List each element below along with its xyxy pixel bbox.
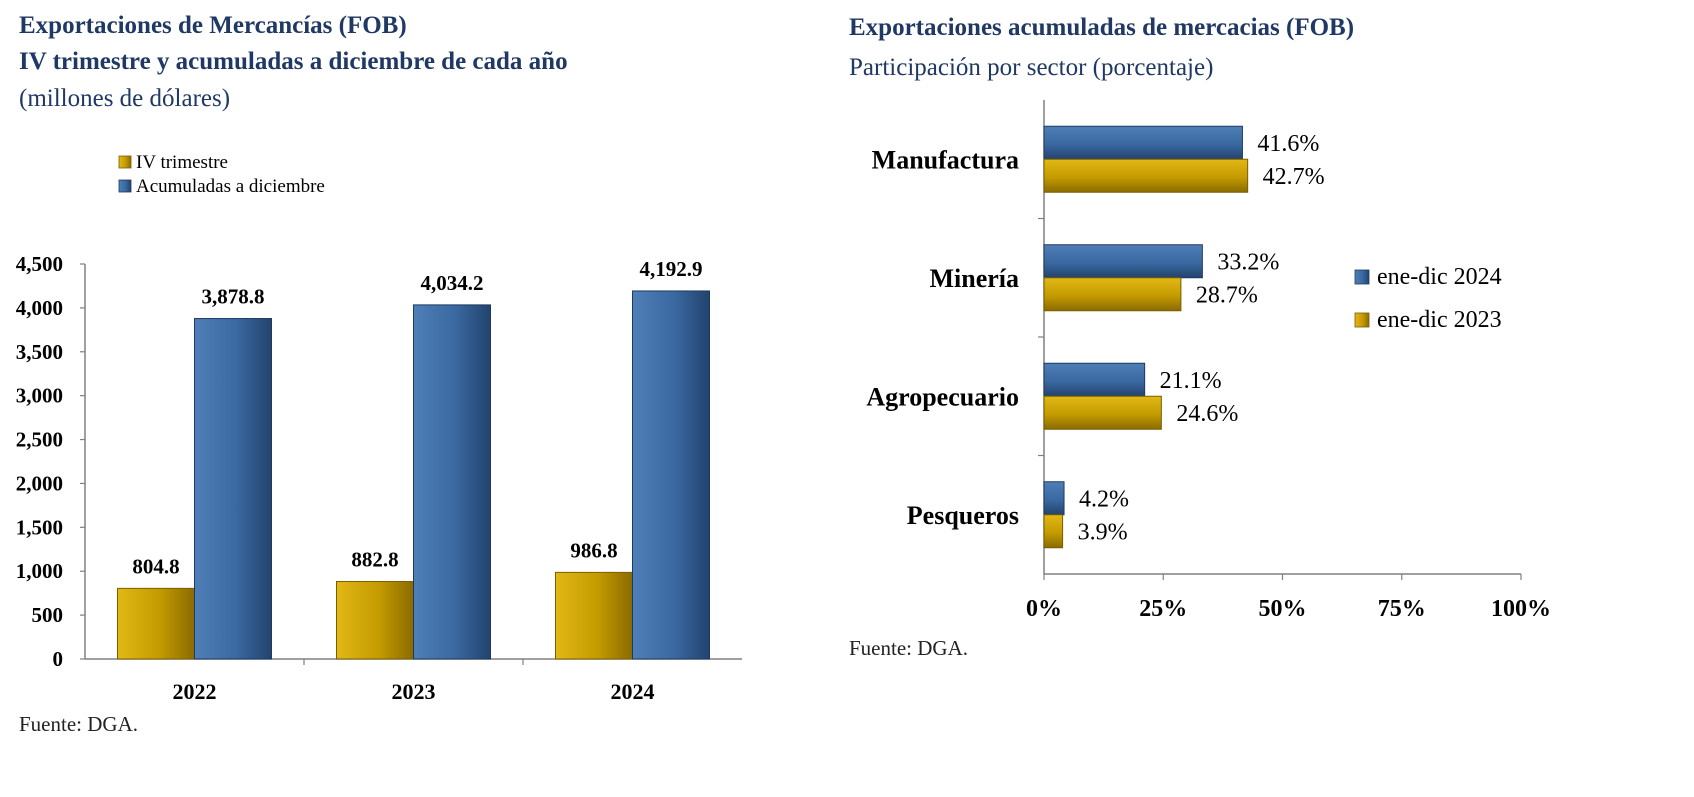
y-category-label: Manufactura xyxy=(872,145,1019,174)
bar-acumuladas xyxy=(413,304,491,660)
bar-data-label: 28.7% xyxy=(1196,282,1258,308)
y-tick-label: 3,500 xyxy=(16,340,63,364)
bar-data-label: 42.7% xyxy=(1263,164,1325,190)
left-chart-source: Fuente: DGA. xyxy=(19,712,138,736)
bar-ene-dic-2023 xyxy=(1043,395,1162,430)
legend-swatch xyxy=(1354,269,1370,285)
legend-swatch xyxy=(1354,312,1370,328)
left-chart-units: (millones de dólares) xyxy=(19,85,231,112)
y-tick-label: 1,500 xyxy=(16,515,63,539)
y-tick-label: 4,000 xyxy=(16,296,63,320)
bar-acumuladas xyxy=(194,318,272,660)
y-tick-label: 4,500 xyxy=(16,252,63,276)
x-category-label: 2023 xyxy=(392,679,436,704)
left-chart-title: Exportaciones de Mercancías (FOB) xyxy=(19,12,407,39)
legend-label: ene-dic 2023 xyxy=(1377,307,1502,333)
bar-data-label: 986.8 xyxy=(570,538,617,562)
bar-data-label: 24.6% xyxy=(1176,401,1238,427)
bar-data-label: 33.2% xyxy=(1217,249,1279,275)
bar-data-label: 21.1% xyxy=(1160,368,1222,394)
bar-data-label: 882.8 xyxy=(351,548,398,572)
left-chart-subtitle: IV trimestre y acumuladas a diciembre de… xyxy=(19,48,568,75)
bar-data-label: 4,192.9 xyxy=(640,257,703,281)
x-tick-label: 100% xyxy=(1491,596,1551,622)
y-category-label: Agropecuario xyxy=(866,382,1019,411)
x-category-label: 2024 xyxy=(611,679,655,704)
legend-swatch xyxy=(118,155,132,169)
bar-ene-dic-2024 xyxy=(1043,481,1065,516)
bar-iv-trimestre xyxy=(555,571,633,660)
bar-ene-dic-2024 xyxy=(1043,244,1203,279)
x-category-label: 2022 xyxy=(173,679,217,704)
bar-ene-dic-2024 xyxy=(1043,125,1243,160)
right-chart-subtitle: Participación por sector (porcentaje) xyxy=(849,54,1214,81)
bar-acumuladas xyxy=(632,290,710,660)
y-tick-label: 2,500 xyxy=(16,428,63,452)
x-tick-label: 25% xyxy=(1139,596,1187,622)
right-chart-title: Exportaciones acumuladas de mercacias (F… xyxy=(849,14,1355,41)
bar-data-label: 4,034.2 xyxy=(421,271,484,295)
x-tick-label: 75% xyxy=(1378,596,1426,622)
legend-label: Acumuladas a diciembre xyxy=(136,176,325,197)
bar-iv-trimestre xyxy=(117,587,195,660)
legend-label: IV trimestre xyxy=(136,152,228,173)
y-tick-label: 3,000 xyxy=(16,384,63,408)
legend-swatch xyxy=(118,179,132,193)
bar-data-label: 3,878.8 xyxy=(202,285,265,309)
y-tick-label: 0 xyxy=(53,647,64,671)
bar-ene-dic-2024 xyxy=(1043,362,1146,397)
x-tick-label: 50% xyxy=(1259,596,1307,622)
right-chart-source: Fuente: DGA. xyxy=(849,636,968,660)
bar-iv-trimestre xyxy=(336,581,414,660)
y-tick-label: 1,000 xyxy=(16,559,63,583)
bar-data-label: 804.8 xyxy=(132,554,179,578)
y-category-label: Pesqueros xyxy=(907,501,1019,530)
legend-label: ene-dic 2024 xyxy=(1377,264,1502,290)
bar-ene-dic-2023 xyxy=(1043,158,1249,193)
bar-ene-dic-2023 xyxy=(1043,514,1064,549)
x-tick-label: 0% xyxy=(1026,596,1062,622)
bar-data-label: 41.6% xyxy=(1257,131,1319,157)
bar-data-label: 3.9% xyxy=(1078,519,1128,545)
bar-ene-dic-2023 xyxy=(1043,277,1182,312)
bar-data-label: 4.2% xyxy=(1079,486,1129,512)
y-tick-label: 2,000 xyxy=(16,471,63,495)
y-category-label: Minería xyxy=(929,264,1019,293)
y-tick-label: 500 xyxy=(32,603,64,627)
